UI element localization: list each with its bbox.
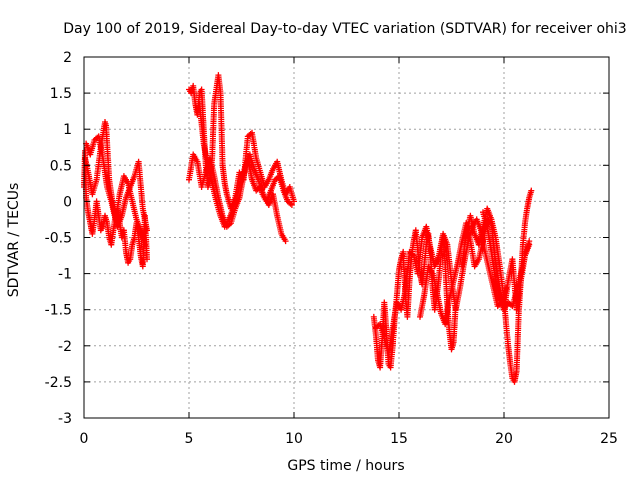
data-point [291,198,297,205]
y-tick-label: -3 [58,411,72,427]
data-point [288,202,295,208]
y-tick-label: 1.5 [50,86,72,102]
x-tick-label: 20 [495,431,513,447]
y-tick-label: -2.5 [45,375,72,391]
data-series [81,72,535,385]
data-point [282,238,289,245]
x-tick-label: 25 [600,431,618,447]
y-tick-label: 1 [63,122,72,138]
grid-lines [84,57,609,418]
axis-ticks [83,56,610,419]
y-tick-label: -2 [58,339,72,355]
y-tick-label: 2 [63,50,72,66]
data-point [141,241,148,248]
x-tick-label: 0 [80,431,89,447]
data-point [144,227,150,234]
y-tick-label: -1.5 [45,303,72,319]
series-11 [480,209,533,313]
series-2 [82,119,150,234]
y-tick-label: -1 [58,267,72,283]
x-tick-label: 10 [285,431,303,447]
y-tick-label: -0.5 [45,231,72,247]
data-point [528,187,535,194]
x-tick-labels: 0 5 10 15 20 25 [80,431,618,447]
y-axis-label: SDTVAR / TECUs [6,183,22,298]
x-tick-label: 15 [390,431,408,447]
series-6 [196,100,295,230]
y-tick-label: 0.5 [50,158,72,174]
series-3 [83,133,148,248]
x-tick-label: 5 [185,431,194,447]
data-point [526,241,533,248]
chart-title: Day 100 of 2019, Sidereal Day-to-day VTE… [63,21,626,37]
y-tick-label: 0 [63,194,72,210]
data-point [144,256,150,263]
x-axis-label: GPS time / hours [287,458,404,474]
y-tick-labels: 2 1.5 1 0.5 0 -0.5 -1 -1.5 -2 -2.5 -3 [45,50,72,427]
